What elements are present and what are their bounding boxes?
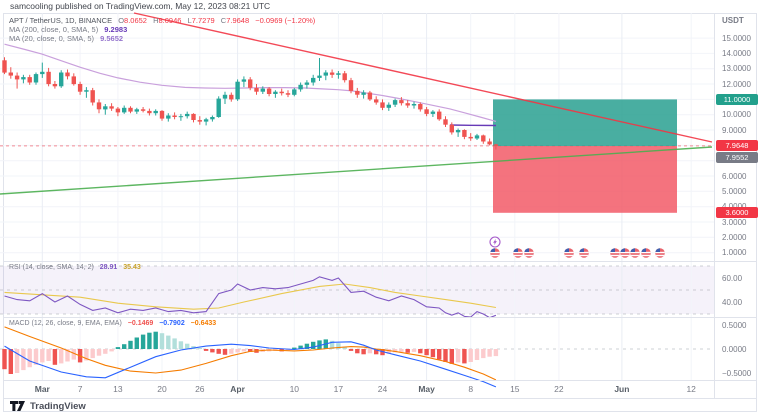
macd-tick-label[interactable]: 0.0000 xyxy=(722,344,747,354)
rsi-tick-label[interactable]: 40.00 xyxy=(722,297,743,307)
time-tick-label[interactable]: 26 xyxy=(195,384,205,394)
macd-hist-value: −0.1469 xyxy=(127,320,154,327)
axis-unit-label: USDT xyxy=(722,16,744,25)
rsi-pane[interactable] xyxy=(0,262,714,319)
economic-event-flag-icon[interactable] xyxy=(619,247,631,259)
price-axis-separator xyxy=(714,13,715,398)
price-tick-label[interactable]: 9.0000 xyxy=(722,125,747,135)
price-tick-label[interactable]: 5.0000 xyxy=(722,186,747,196)
price-tick-label[interactable]: 6.0000 xyxy=(722,171,747,181)
price-tick-label[interactable]: 3.0000 xyxy=(722,217,747,227)
legend-rsi-row[interactable]: RSI (14, close, SMA, 14, 2) 28.91 35.43 xyxy=(9,264,141,271)
economic-event-flag-icon[interactable] xyxy=(512,247,524,259)
economic-event-flag-icon[interactable] xyxy=(578,247,590,259)
legend-symbol-row[interactable]: APT / TetherUS, 1D, BINANCE O8.0652 H8.0… xyxy=(9,16,316,25)
macd-tick-label[interactable]: −0.5000 xyxy=(722,368,752,378)
price-tick-label[interactable]: 15.0000 xyxy=(722,33,751,43)
time-tick-label[interactable]: Jun xyxy=(614,384,630,394)
price-tick-label[interactable]: 14.0000 xyxy=(722,48,751,58)
open-value: 8.0652 xyxy=(124,16,147,25)
legend-ma20-row[interactable]: MA (20, close, 0, SMA, 5) 9.5652 xyxy=(9,34,124,43)
price-tick-label[interactable]: 12.0000 xyxy=(722,79,751,89)
symbol-description: APT / TetherUS, 1D, BINANCE xyxy=(9,16,113,25)
close-value: 7.9648 xyxy=(226,16,250,25)
rsi-ma-value: 35.43 xyxy=(123,264,141,271)
position-profit-box xyxy=(493,99,677,147)
economic-event-flag-icon[interactable] xyxy=(640,247,652,259)
time-tick-label[interactable]: Apr xyxy=(230,384,245,394)
tradingview-logo-icon[interactable] xyxy=(10,400,26,412)
time-tick-label[interactable]: 17 xyxy=(333,384,344,394)
time-tick-label[interactable]: 20 xyxy=(157,384,167,394)
economic-event-flag-icon[interactable] xyxy=(563,247,575,259)
macd-pane[interactable] xyxy=(0,318,714,390)
trendline-ascending-support xyxy=(0,146,713,195)
rsi-value: 28.91 xyxy=(99,264,118,271)
trendline-descending-resistance xyxy=(133,12,713,143)
time-tick-label[interactable]: 15 xyxy=(510,384,520,394)
byline: samcooling published on TradingView.com,… xyxy=(10,1,271,11)
time-tick-label[interactable]: 8 xyxy=(468,384,474,394)
position-loss-box xyxy=(493,146,677,213)
price-tick-label[interactable]: 1.0000 xyxy=(722,248,747,258)
high-value: 8.0946 xyxy=(158,16,182,25)
time-tick-label[interactable]: 24 xyxy=(377,384,388,394)
time-axis-bottom-border xyxy=(4,398,756,399)
legend-macd-row[interactable]: MACD (12, 26, close, 9, EMA, EMA) −0.146… xyxy=(9,320,217,327)
pane-separator xyxy=(4,317,756,318)
change-value: −0.0969 (−1.20%) xyxy=(255,16,316,25)
economic-event-flag-icon[interactable] xyxy=(489,247,501,259)
pane-separator xyxy=(4,261,756,262)
price-tick-label[interactable]: 13.0000 xyxy=(722,64,751,74)
low-value: 7.7279 xyxy=(191,16,215,25)
candles xyxy=(2,57,499,150)
price-tick-label[interactable]: 10.0000 xyxy=(722,110,751,120)
time-tick-label[interactable]: 13 xyxy=(113,384,123,394)
time-tick-label[interactable]: Mar xyxy=(34,384,50,394)
economic-event-flag-icon[interactable] xyxy=(609,247,621,259)
price-badge-take-profit[interactable]: 11.0000 xyxy=(716,93,758,105)
ma20-value: 9.5652 xyxy=(100,34,124,43)
price-badge-entry[interactable]: 7.9552 xyxy=(716,151,758,163)
price-tick-label[interactable]: 4.0000 xyxy=(722,202,746,211)
price-badge-stop-loss[interactable]: 3.6000 xyxy=(716,207,758,219)
legend-ma200-row[interactable]: MA (200, close, 0, SMA, 5) 9.2983 xyxy=(9,25,128,34)
time-tick-label[interactable]: 22 xyxy=(554,384,564,394)
time-tick-label[interactable]: 7 xyxy=(77,384,83,394)
economic-event-flag-icon[interactable] xyxy=(523,247,535,259)
footer: TradingView xyxy=(10,399,86,413)
pane-separator xyxy=(4,380,756,381)
time-tick-label[interactable]: 12 xyxy=(686,384,696,394)
economic-event-flag-icon[interactable] xyxy=(654,247,666,259)
ma200-value: 9.2983 xyxy=(104,25,128,34)
brand-name[interactable]: TradingView xyxy=(30,400,86,412)
macd-line-value: −0.7902 xyxy=(159,320,185,327)
price-tick-label[interactable]: 2.0000 xyxy=(722,232,747,242)
time-tick-label[interactable]: May xyxy=(418,384,435,394)
price-badge-last-price[interactable]: 7.9648 xyxy=(716,140,758,152)
macd-signal-value: −0.6433 xyxy=(190,320,217,327)
macd-tick-label[interactable]: 0.5000 xyxy=(722,320,747,330)
time-tick-label[interactable]: 10 xyxy=(289,384,300,394)
price-pane[interactable] xyxy=(0,12,714,262)
token-event-lightning-icon[interactable] xyxy=(489,236,501,248)
economic-event-flag-icon[interactable] xyxy=(629,247,641,259)
rsi-tick-label[interactable]: 60.00 xyxy=(722,273,743,283)
